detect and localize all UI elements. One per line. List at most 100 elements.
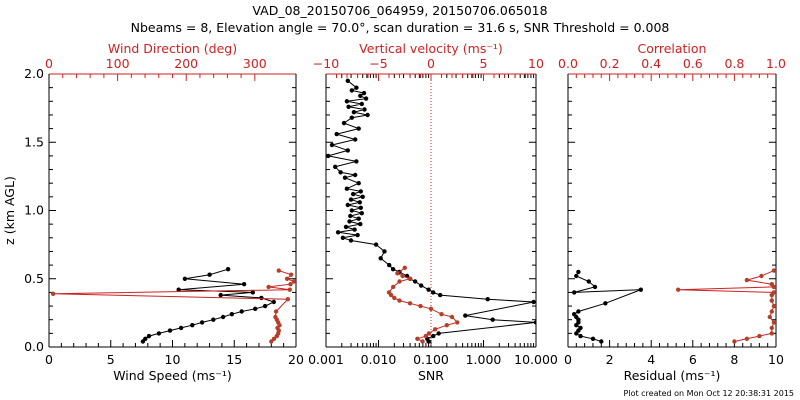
data-point [360,194,365,199]
data-point [285,297,290,302]
data-point [638,287,643,292]
data-point [348,197,354,202]
data-point [346,104,351,110]
data-point [335,230,341,235]
data-point [574,273,579,279]
data-point [207,272,212,277]
data-point [358,221,363,227]
x-tick-label: 2 [606,352,614,367]
data-point [359,101,364,107]
data-point [578,333,583,339]
data-point [407,301,413,306]
x-tick-label: 0 [564,352,572,367]
data-point [344,186,350,191]
data-point [358,93,363,99]
data-point [361,90,367,96]
data-point [356,216,361,221]
data-point [400,273,405,279]
top-tick-label: −5 [369,56,387,71]
data-point [490,317,495,322]
data-point [418,303,423,309]
data-point [229,312,234,317]
data-point [220,314,226,320]
data-point [769,298,774,303]
x-tick-label: 0.001 [308,352,344,367]
x-tick-label: 10 [165,352,181,367]
data-point [342,175,348,180]
data-point [345,202,350,208]
data-point [373,242,379,247]
data-point [392,295,397,301]
data-point [289,272,294,277]
data-point [359,211,364,216]
x-tick-label: 4 [647,352,655,367]
data-point [365,112,370,118]
data-point [352,227,357,232]
data-point [771,290,776,295]
data-point [344,99,350,104]
data-point [259,295,264,301]
data-point [590,336,596,341]
y-tick-label: 1.5 [24,134,44,149]
data-point [176,287,181,292]
data-point [349,88,354,93]
data-point [333,164,338,169]
data-point [341,120,347,126]
data-point [276,268,281,273]
series-line [678,270,775,342]
data-point [676,287,681,292]
data-point [178,325,184,331]
top-tick-label: 0 [427,56,435,71]
data-point [771,268,776,273]
data-point [345,148,350,153]
data-point [353,172,358,178]
data-point [287,287,292,292]
data-point [431,333,436,339]
data-point [390,267,396,272]
data-point [397,298,402,303]
x-tick-label: 1.000 [466,352,502,367]
data-point [334,131,339,137]
y-tick-label: 2.0 [24,66,44,81]
data-point [578,325,583,331]
top-tick-label: 100 [106,56,130,71]
data-point [769,282,774,287]
data-point [485,297,490,302]
top-tick-label: 200 [174,56,198,71]
top-tick-label: 0.6 [683,56,703,71]
top-axis-label: Vertical velocity (ms⁻¹) [359,41,503,56]
y-tick-label: 0.0 [24,339,44,354]
data-point [732,339,737,344]
data-point [436,331,441,336]
data-point [391,284,396,290]
data-point [531,299,536,305]
x-tick-label: 0 [45,352,53,367]
wind-panel: 0.0 0.5 1.0 1.5 2.0 z (km AGL) 0 5 10 15 20 Wind Sp… [2,41,304,383]
series-residual [572,269,643,344]
data-point [744,336,750,341]
x-axis-label: Wind Speed (ms⁻¹) [113,368,232,383]
data-point [769,325,774,331]
data-point [291,279,296,284]
top-tick-label: 0.2 [600,56,620,71]
data-point [423,333,428,339]
top-axis-label: Wind Direction (deg) [108,41,237,56]
data-point [439,312,444,317]
data-point [351,110,357,115]
data-point [769,331,774,336]
data-point [362,107,367,112]
data-point [284,276,290,281]
data-point [326,153,331,159]
x-tick-label: 6 [689,352,697,367]
data-point [426,331,432,336]
data-point [269,339,274,344]
x-tick-label: 20 [288,352,304,367]
top-tick-label: 0.4 [641,56,661,71]
data-point [767,314,772,320]
data-point [343,224,349,230]
data-point [211,317,216,322]
data-point [428,306,434,311]
data-point [433,327,438,332]
data-point [771,320,776,325]
